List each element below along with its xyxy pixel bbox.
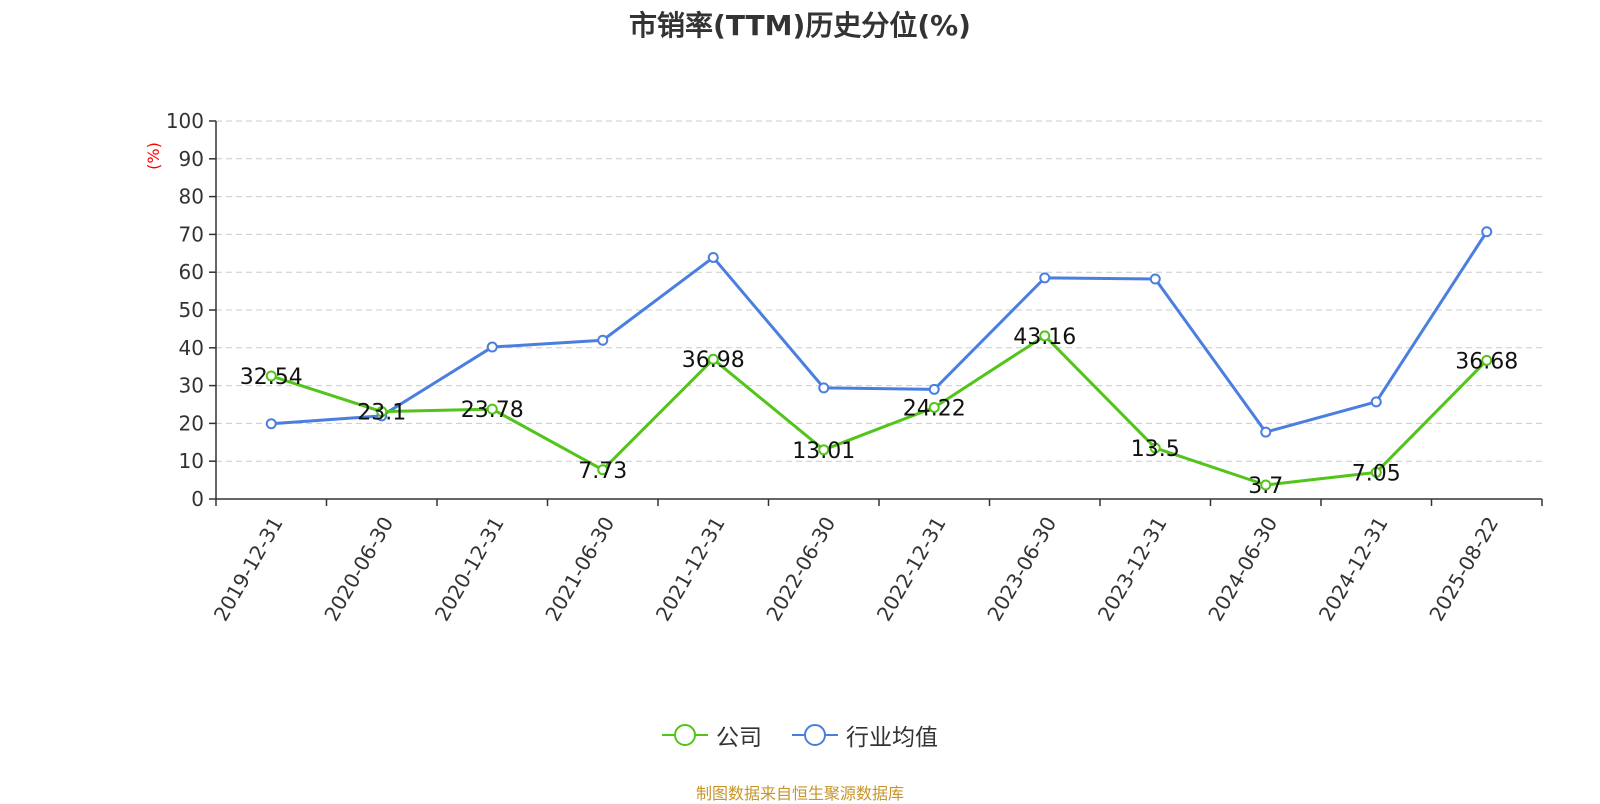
data-label-company: 7.73	[578, 459, 627, 484]
data-point-industry-average	[928, 383, 940, 395]
line-chart: 0 10 20 30 40 50 60 70 80 90 100 2019-12-31 2020-06-…	[144, 109, 1543, 626]
data-point-company	[1149, 442, 1161, 454]
data-label-company: 13.5	[1131, 437, 1180, 462]
legend-label-industry-average: 行业均值	[846, 725, 938, 751]
data-point-company	[486, 403, 498, 415]
y-tick-label: 60	[179, 260, 204, 284]
data-point-industry-average	[1370, 396, 1382, 408]
data-point-industry-average	[707, 251, 719, 263]
y-axis-label: (%)	[144, 142, 163, 170]
y-tick-label: 30	[179, 374, 204, 398]
y-tick-label: 90	[179, 147, 204, 171]
legend-item-company[interactable]: 公司	[662, 718, 762, 752]
x-tick-label: 2025-08-22	[1424, 513, 1503, 626]
y-tick-label: 70	[179, 222, 204, 246]
x-tick-label: 2023-12-31	[1093, 513, 1172, 626]
data-label-company: 36.68	[1455, 349, 1518, 374]
data-point-company	[928, 401, 940, 413]
x-tick-label: 2019-12-31	[209, 513, 288, 626]
data-point-industry-average	[818, 382, 830, 394]
x-tick-label: 2020-12-31	[430, 513, 509, 626]
x-tick-label: 2023-06-30	[982, 513, 1061, 626]
y-tick-label: 100	[166, 109, 204, 133]
x-tick-label: 2022-06-30	[761, 513, 840, 626]
x-tick-label: 2020-06-30	[319, 513, 398, 626]
legend-marker-company	[662, 724, 708, 746]
data-label-company: 23.78	[461, 398, 524, 423]
axes: 0 10 20 30 40 50 60 70 80 90 100 2019-12-31 2020-06-…	[166, 109, 1543, 626]
source-note: 制图数据来自恒生聚源数据库	[695, 784, 904, 803]
data-label-company: 3.7	[1248, 474, 1283, 499]
data-point-company	[1260, 479, 1272, 491]
data-label-company: 32.54	[240, 365, 303, 390]
data-point-company	[707, 353, 719, 365]
data-point-industry-average	[486, 341, 498, 353]
data-point-industry-average	[1260, 426, 1272, 438]
legend: 公司 行业均值	[0, 718, 1600, 752]
chart-title: 市销率(TTM)历史分位(%)	[629, 9, 971, 42]
data-point-industry-average	[1149, 273, 1161, 285]
y-tick-label: 80	[179, 185, 204, 209]
x-tick-label: 2021-12-31	[651, 513, 730, 626]
x-tick-label: 2021-06-30	[540, 513, 619, 626]
data-point-company	[818, 444, 830, 456]
data-point-company	[597, 464, 609, 476]
series-line-company	[270, 334, 1488, 487]
data-labels: 32.54 23.1 23.78 7.73 36.98 13.01 24.22 43.16 13…	[240, 325, 1518, 499]
x-tick-label: 2022-12-31	[872, 513, 951, 626]
x-tick-label: 2024-06-30	[1203, 513, 1282, 626]
series-layer	[265, 226, 1493, 491]
data-label-company: 36.98	[682, 348, 745, 373]
data-label-company: 7.05	[1352, 461, 1401, 486]
data-label-company: 24.22	[903, 396, 966, 421]
data-point-company	[376, 406, 388, 418]
data-label-company: 43.16	[1013, 325, 1076, 350]
grid-lines	[216, 120, 1542, 462]
x-tick-label: 2024-12-31	[1314, 513, 1393, 626]
data-point-company	[1481, 354, 1493, 366]
y-tick-label: 0	[191, 487, 204, 511]
data-point-company	[1370, 466, 1382, 478]
legend-item-industry-average[interactable]: 行业均值	[792, 718, 938, 752]
data-point-industry-average	[1039, 272, 1051, 284]
data-point-industry-average	[597, 334, 609, 346]
data-label-company: 13.01	[792, 439, 855, 464]
series-line-industry-average	[271, 230, 1489, 434]
data-point-industry-average	[265, 418, 277, 430]
data-label-company: 23.1	[357, 401, 406, 426]
legend-marker-industry-average	[792, 724, 838, 746]
y-tick-label: 40	[179, 336, 204, 360]
legend-label-company: 公司	[716, 725, 762, 751]
y-tick-label: 20	[179, 411, 204, 435]
data-point-company	[1039, 330, 1051, 342]
y-tick-label: 50	[179, 298, 204, 322]
data-point-industry-average	[1481, 226, 1493, 238]
y-tick-label: 10	[179, 449, 204, 473]
data-point-company	[265, 370, 277, 382]
